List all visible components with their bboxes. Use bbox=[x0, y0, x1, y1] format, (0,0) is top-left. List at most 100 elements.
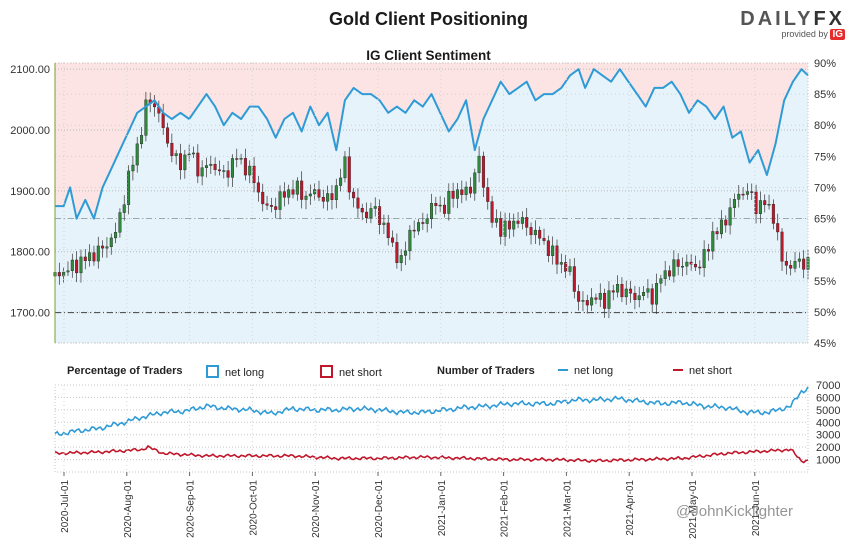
bear-candle bbox=[442, 204, 446, 214]
bear-candle bbox=[776, 223, 780, 233]
bull-candle bbox=[642, 292, 646, 296]
bear-candle bbox=[724, 219, 728, 226]
bull-candle bbox=[114, 232, 118, 239]
net-long-sentiment-line bbox=[55, 68, 809, 220]
bear-candle bbox=[391, 237, 395, 243]
bear-candle bbox=[92, 252, 96, 262]
sentiment-tick-label: 90% bbox=[814, 58, 836, 70]
bear-candle bbox=[395, 242, 399, 263]
bull-candle bbox=[512, 220, 516, 230]
bear-candle bbox=[789, 265, 793, 269]
bear-candle bbox=[698, 266, 702, 269]
bull-candle bbox=[382, 222, 386, 225]
bear-candle bbox=[153, 103, 157, 108]
bear-candle bbox=[763, 200, 767, 206]
bear-candle bbox=[555, 245, 559, 265]
ig-logo: IG bbox=[830, 29, 845, 40]
count-tick-label: 6000 bbox=[816, 392, 840, 404]
price-tick-label: 1700.00 bbox=[10, 308, 50, 320]
sentiment-tick-label: 60% bbox=[814, 245, 836, 257]
count-tick-label: 2000 bbox=[816, 442, 840, 454]
count-tick-label: 3000 bbox=[816, 430, 840, 442]
bull-candle bbox=[494, 218, 498, 223]
bull-candle bbox=[308, 193, 312, 197]
bull-candle bbox=[209, 163, 213, 166]
sentiment-tick-label: 45% bbox=[814, 338, 836, 350]
bull-candle bbox=[343, 156, 347, 179]
legend-pct-title: Percentage of Traders bbox=[67, 365, 183, 377]
bull-candle bbox=[230, 158, 234, 178]
x-tick-label: 2021-Apr-01 bbox=[625, 480, 636, 536]
bear-candle bbox=[499, 218, 503, 237]
bull-candle bbox=[806, 257, 810, 270]
bear-candle bbox=[378, 206, 382, 225]
legend-pct-short: net short bbox=[320, 365, 382, 379]
bear-candle bbox=[161, 113, 165, 128]
net-long-count-line bbox=[54, 386, 809, 436]
bull-candle bbox=[681, 265, 685, 268]
bull-candle bbox=[313, 189, 317, 195]
bull-candle bbox=[455, 189, 459, 199]
bull-candle bbox=[711, 231, 715, 252]
count-tick-label: 7000 bbox=[816, 380, 840, 392]
bull-candle bbox=[473, 172, 477, 194]
price-tick-label: 1800.00 bbox=[10, 247, 50, 259]
bull-candle bbox=[637, 295, 641, 300]
x-tick-label: 2020-Sep-01 bbox=[186, 480, 197, 538]
bear-candle bbox=[83, 256, 87, 261]
bear-candle bbox=[572, 266, 576, 292]
bull-candle bbox=[287, 189, 291, 198]
bear-candle bbox=[468, 186, 472, 194]
sentiment-tick-label: 85% bbox=[814, 89, 836, 101]
bear-candle bbox=[538, 229, 542, 239]
x-tick-label: 2021-Feb-01 bbox=[500, 480, 511, 538]
bear-candle bbox=[706, 249, 710, 252]
bull-candle bbox=[140, 135, 144, 145]
bear-candle bbox=[321, 196, 325, 202]
x-tick-label: 2020-Aug-01 bbox=[123, 480, 134, 538]
net-short-count-line bbox=[54, 444, 809, 464]
bull-candle bbox=[127, 170, 131, 205]
legend-num-title: Number of Traders bbox=[437, 365, 535, 377]
bull-candle bbox=[737, 193, 741, 200]
bull-candle bbox=[404, 250, 408, 256]
bull-candle bbox=[503, 220, 507, 237]
count-tick-label: 1000 bbox=[816, 455, 840, 467]
bull-candle bbox=[520, 217, 524, 224]
bull-candle bbox=[399, 255, 403, 263]
bull-candle bbox=[533, 229, 537, 236]
bull-candle bbox=[204, 165, 208, 168]
bull-candle bbox=[239, 158, 243, 160]
bear-candle bbox=[741, 193, 745, 196]
count-tick-label: 4000 bbox=[816, 417, 840, 429]
bear-candle bbox=[269, 205, 273, 207]
brand-fx: FX bbox=[813, 8, 845, 30]
bull-candle bbox=[767, 203, 771, 206]
bull-candle bbox=[118, 212, 122, 233]
bear-candle bbox=[668, 270, 672, 277]
x-tick-label: 2021-Mar-01 bbox=[562, 480, 573, 538]
bull-candle bbox=[702, 249, 706, 268]
bear-candle bbox=[282, 191, 286, 198]
bull-candle bbox=[200, 167, 204, 177]
sentiment-tick-label: 65% bbox=[814, 214, 836, 226]
bear-candle bbox=[166, 127, 170, 144]
bear-candle bbox=[802, 258, 806, 270]
bear-candle bbox=[546, 240, 550, 256]
bear-candle bbox=[611, 290, 615, 293]
bull-candle bbox=[797, 258, 801, 262]
count-tick-label: 5000 bbox=[816, 405, 840, 417]
bull-candle bbox=[685, 261, 689, 267]
bear-candle bbox=[507, 220, 511, 230]
bull-candle bbox=[105, 246, 109, 249]
bull-candle bbox=[122, 204, 126, 213]
legend-num-short: net short bbox=[673, 365, 732, 377]
bear-candle bbox=[650, 288, 654, 305]
bull-candle bbox=[598, 292, 602, 300]
bear-candle bbox=[213, 163, 217, 170]
bear-candle bbox=[352, 191, 356, 199]
bear-candle bbox=[750, 191, 754, 193]
bull-candle bbox=[672, 259, 676, 277]
legend-pct-long: net long bbox=[206, 365, 264, 379]
